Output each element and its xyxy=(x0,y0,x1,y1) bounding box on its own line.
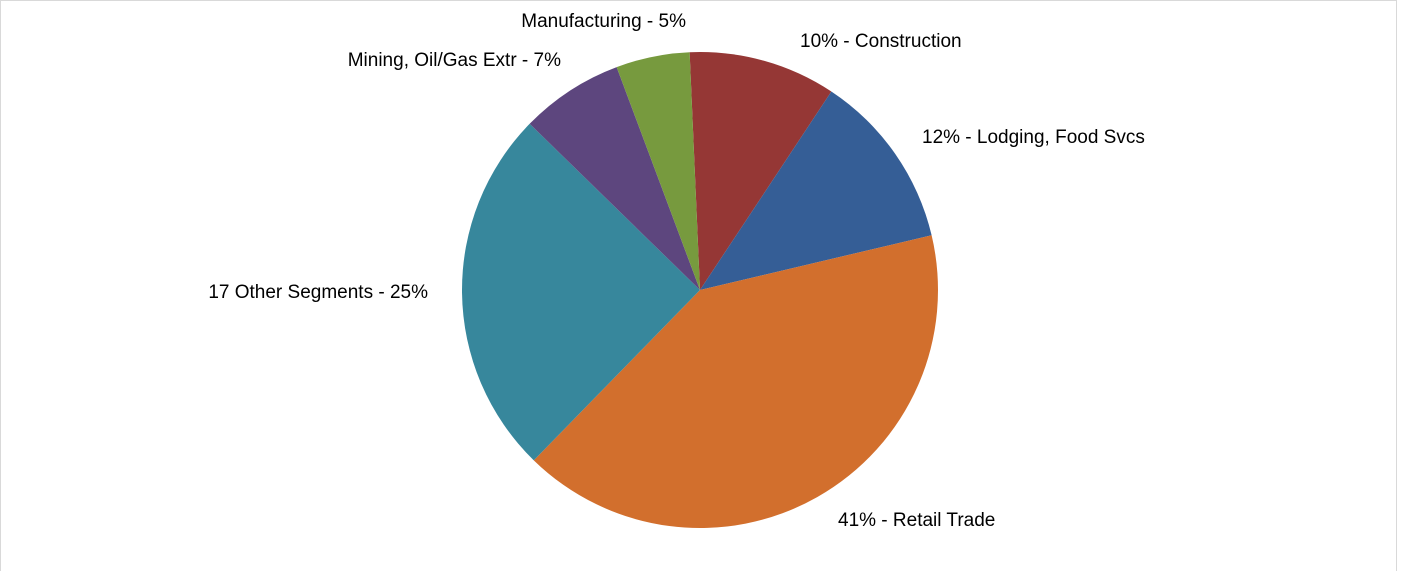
slice-label: 41% - Retail Trade xyxy=(838,510,995,531)
pie-slice xyxy=(529,67,700,290)
pie-slice xyxy=(533,235,938,528)
slice-label: Manufacturing - 5% xyxy=(521,11,686,32)
pie-slice xyxy=(700,91,932,290)
pie-slice xyxy=(689,52,832,291)
slice-label: 10% - Construction xyxy=(800,31,962,52)
pie-slice xyxy=(461,123,700,461)
slice-label: Mining, Oil/Gas Extr - 7% xyxy=(348,50,561,71)
slice-label: 12% - Lodging, Food Svcs xyxy=(922,127,1145,148)
slice-label: 17 Other Segments - 25% xyxy=(208,282,428,303)
pie-slice xyxy=(616,52,700,290)
